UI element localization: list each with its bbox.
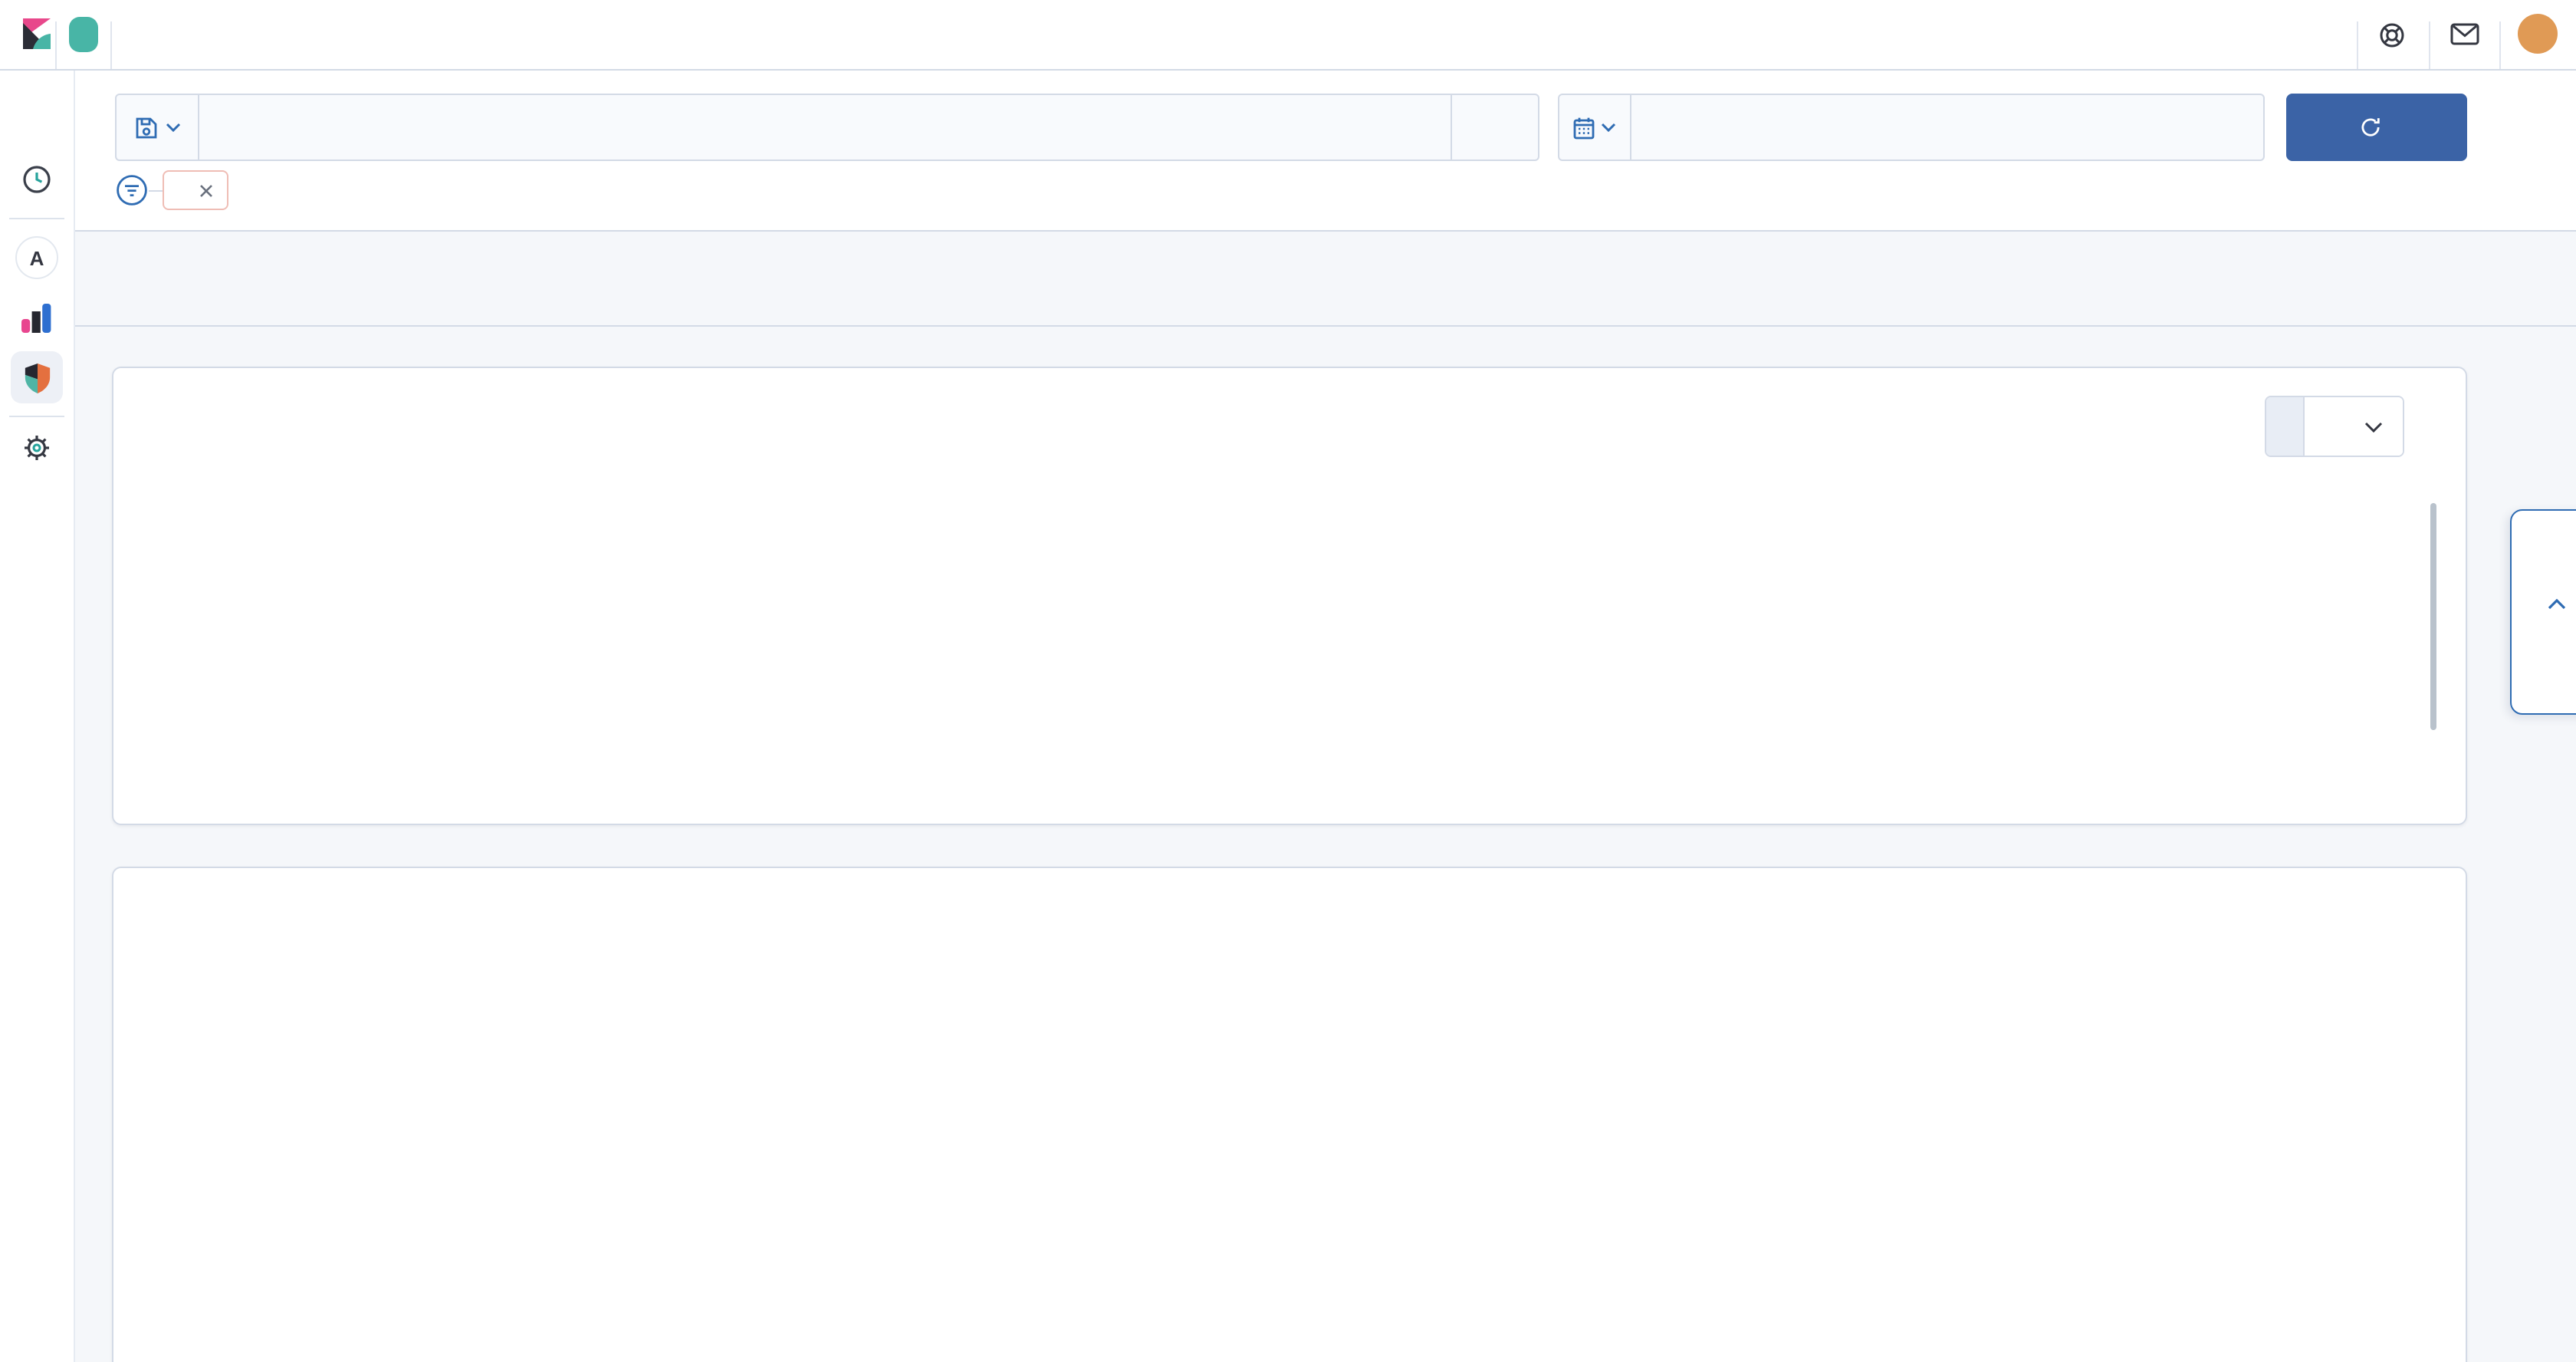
user-avatar[interactable] xyxy=(2518,14,2558,54)
date-quick-select-button[interactable] xyxy=(1559,95,1631,160)
divider xyxy=(110,21,112,69)
refresh-button[interactable] xyxy=(2286,94,2467,161)
query-bar-section xyxy=(74,69,2576,232)
saved-query-button[interactable] xyxy=(117,95,199,160)
newsfeed-mail-icon[interactable] xyxy=(2429,0,2499,69)
filter-pill[interactable] xyxy=(163,170,228,210)
chevron-down-icon xyxy=(165,123,180,132)
legend-scrollbar[interactable] xyxy=(2430,503,2436,730)
main-content xyxy=(74,230,2576,1362)
management-gear-icon[interactable] xyxy=(0,434,74,462)
hosts-tabs xyxy=(74,230,2576,327)
help-life-ring-icon[interactable] xyxy=(2357,0,2427,69)
apm-app-icon[interactable]: A xyxy=(0,236,74,279)
breadcrumb xyxy=(133,0,182,69)
kibana-logo-icon[interactable] xyxy=(18,15,55,52)
divider xyxy=(9,218,64,219)
stack-by-select[interactable] xyxy=(2303,397,2403,456)
analytics-bars-icon[interactable] xyxy=(0,302,74,333)
stack-by-label xyxy=(2266,397,2303,456)
filter-bar xyxy=(115,167,250,213)
events-histogram-panel xyxy=(112,367,2467,825)
recently-viewed-clock-icon[interactable] xyxy=(0,164,74,195)
kql-syntax-button[interactable] xyxy=(1451,95,1538,160)
top-navigation-bar xyxy=(0,0,2576,71)
chevron-down-icon xyxy=(2364,421,2383,432)
search-input[interactable] xyxy=(199,95,1451,160)
calendar-icon xyxy=(1573,117,1595,139)
siem-shield-icon[interactable] xyxy=(0,351,74,403)
chevron-down-icon xyxy=(1601,123,1616,132)
divider xyxy=(149,189,163,191)
divider xyxy=(2429,21,2430,69)
stack-by-control xyxy=(2265,396,2404,457)
divider xyxy=(9,416,64,417)
chevron-expand-icon xyxy=(2547,599,2565,610)
refresh-icon xyxy=(2361,118,2380,137)
date-picker xyxy=(1558,94,2265,161)
stacked-bar-chart xyxy=(113,368,2466,824)
filter-options-icon[interactable] xyxy=(115,173,149,207)
app-sidebar: A xyxy=(0,69,75,1362)
space-badge[interactable] xyxy=(69,17,98,52)
divider xyxy=(55,21,57,69)
events-table-panel xyxy=(112,867,2467,1362)
save-icon xyxy=(135,117,156,138)
timeline-toggle-tab[interactable] xyxy=(2510,509,2576,715)
divider xyxy=(2357,21,2358,69)
divider xyxy=(2499,21,2501,69)
remove-filter-icon[interactable] xyxy=(199,183,213,197)
search-bar xyxy=(115,94,1539,161)
